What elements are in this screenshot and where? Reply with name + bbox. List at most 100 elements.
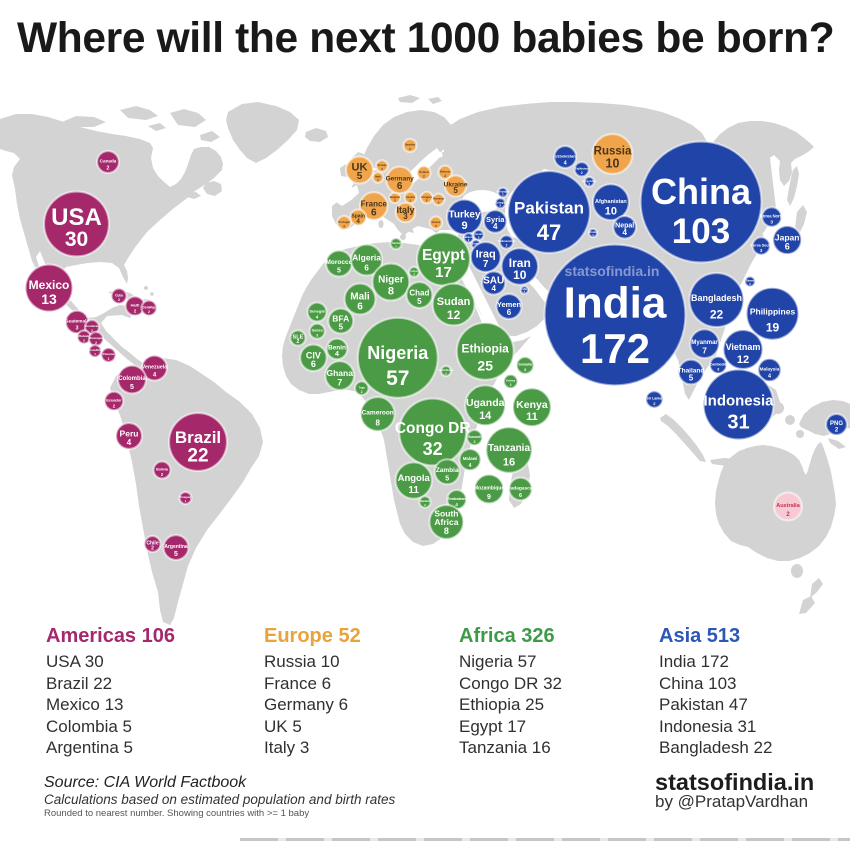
svg-text:Madagascar: Madagascar <box>507 485 535 491</box>
svg-text:Tunisia: Tunisia <box>392 241 401 245</box>
svg-text:30: 30 <box>65 228 88 251</box>
svg-text:Ethiopia: Ethiopia <box>462 341 510 355</box>
svg-text:4: 4 <box>564 161 568 167</box>
svg-text:4: 4 <box>357 219 361 225</box>
svg-text:2: 2 <box>134 309 137 314</box>
svg-text:8: 8 <box>375 419 380 428</box>
svg-text:5: 5 <box>453 186 458 195</box>
svg-text:4: 4 <box>153 373 157 379</box>
svg-text:4: 4 <box>127 438 132 447</box>
svg-text:6: 6 <box>519 493 522 499</box>
svg-text:2: 2 <box>653 401 656 406</box>
svg-text:Zambia: Zambia <box>436 467 459 474</box>
svg-text:Azerbaijan: Azerbaijan <box>496 190 510 194</box>
svg-text:Algeria: Algeria <box>352 253 381 263</box>
svg-text:Taiwan: Taiwan <box>746 279 755 283</box>
svg-text:CostaRica: CostaRica <box>89 348 102 352</box>
svg-text:2: 2 <box>377 178 379 182</box>
svg-text:2: 2 <box>835 428 839 434</box>
svg-text:Malawi: Malawi <box>463 456 478 461</box>
svg-text:5: 5 <box>445 475 449 482</box>
svg-text:Niger: Niger <box>378 275 404 286</box>
svg-text:103: 103 <box>672 212 730 251</box>
svg-text:Tajikistan: Tajikistan <box>575 167 589 171</box>
svg-text:Hungary: Hungary <box>421 195 432 199</box>
svg-text:Yemen: Yemen <box>497 300 522 309</box>
svg-text:2: 2 <box>438 200 440 204</box>
svg-text:2: 2 <box>297 339 300 345</box>
svg-text:3: 3 <box>403 212 408 221</box>
svg-text:4: 4 <box>768 374 771 380</box>
svg-text:Pakistan: Pakistan <box>514 198 584 217</box>
svg-text:10: 10 <box>605 205 617 217</box>
svg-text:Cameroon: Cameroon <box>362 410 394 417</box>
svg-text:2: 2 <box>151 545 154 551</box>
svg-text:Chile: Chile <box>146 540 158 546</box>
svg-text:Somalia: Somalia <box>518 363 532 367</box>
svg-text:Mozambique: Mozambique <box>474 486 504 492</box>
svg-text:Guinea: Guinea <box>312 329 323 333</box>
svg-text:Africa: Africa <box>434 517 458 527</box>
svg-text:6: 6 <box>507 308 512 317</box>
svg-text:2: 2 <box>473 440 475 444</box>
svg-text:Myanmar: Myanmar <box>691 340 718 346</box>
svg-text:31: 31 <box>727 411 749 433</box>
svg-text:Congo DR: Congo DR <box>395 420 471 437</box>
svg-text:Turkey: Turkey <box>448 210 480 221</box>
svg-text:Guatemala: Guatemala <box>65 318 90 324</box>
svg-text:2: 2 <box>113 403 116 408</box>
svg-text:Italy: Italy <box>396 205 414 215</box>
svg-text:2: 2 <box>500 204 502 208</box>
svg-text:Venezuela: Venezuela <box>142 364 167 370</box>
svg-text:Paraguay: Paraguay <box>180 495 192 499</box>
svg-text:8: 8 <box>388 286 394 298</box>
svg-text:USA: USA <box>51 204 102 231</box>
svg-text:Jordan: Jordan <box>472 242 481 246</box>
svg-text:6: 6 <box>397 181 403 192</box>
svg-text:BFA: BFA <box>332 313 349 323</box>
svg-text:Tanzania: Tanzania <box>488 443 530 454</box>
svg-text:Lebanon: Lebanon <box>463 235 474 239</box>
svg-text:6: 6 <box>364 264 369 273</box>
svg-text:25: 25 <box>477 358 493 374</box>
svg-text:Germany: Germany <box>386 176 415 183</box>
svg-text:Korea South: Korea South <box>750 243 772 247</box>
svg-text:3: 3 <box>770 220 773 225</box>
svg-text:Eritrea: Eritrea <box>506 379 515 383</box>
svg-text:Bhutan: Bhutan <box>589 230 598 234</box>
svg-text:Belarus: Belarus <box>440 170 451 174</box>
svg-text:Senegal: Senegal <box>309 308 324 313</box>
svg-text:2: 2 <box>424 503 426 507</box>
svg-text:Spain: Spain <box>351 214 365 220</box>
svg-text:China: China <box>651 171 752 212</box>
svg-text:47: 47 <box>537 220 561 245</box>
svg-text:Malaysia: Malaysia <box>760 366 780 372</box>
svg-text:2: 2 <box>409 147 411 151</box>
svg-text:2: 2 <box>361 390 363 394</box>
svg-text:Peru: Peru <box>120 429 139 439</box>
svg-text:Vietnam: Vietnam <box>726 342 761 352</box>
svg-text:Cambodia: Cambodia <box>710 362 727 366</box>
svg-text:Zimbabwe: Zimbabwe <box>447 496 467 501</box>
svg-text:Burundi: Burundi <box>468 435 480 439</box>
svg-text:2: 2 <box>95 341 97 345</box>
svg-text:Syria: Syria <box>486 215 505 224</box>
svg-text:2: 2 <box>394 199 396 203</box>
svg-text:16: 16 <box>503 457 515 469</box>
svg-text:Poland: Poland <box>419 170 429 174</box>
svg-text:2: 2 <box>581 171 583 175</box>
svg-text:2: 2 <box>107 166 110 172</box>
svg-text:2: 2 <box>423 175 425 179</box>
svg-text:2: 2 <box>426 199 428 203</box>
svg-text:1: 1 <box>185 499 187 503</box>
svg-text:7: 7 <box>337 377 342 387</box>
svg-text:1: 1 <box>395 244 397 248</box>
svg-text:Haiti: Haiti <box>131 302 140 307</box>
svg-text:SouthSudan: SouthSudan <box>438 368 454 372</box>
svg-text:2: 2 <box>410 199 412 203</box>
svg-text:Kenya: Kenya <box>516 399 548 411</box>
svg-text:7: 7 <box>483 259 489 270</box>
svg-text:2: 2 <box>161 472 164 477</box>
svg-text:3: 3 <box>75 326 78 332</box>
svg-text:2: 2 <box>91 329 93 333</box>
